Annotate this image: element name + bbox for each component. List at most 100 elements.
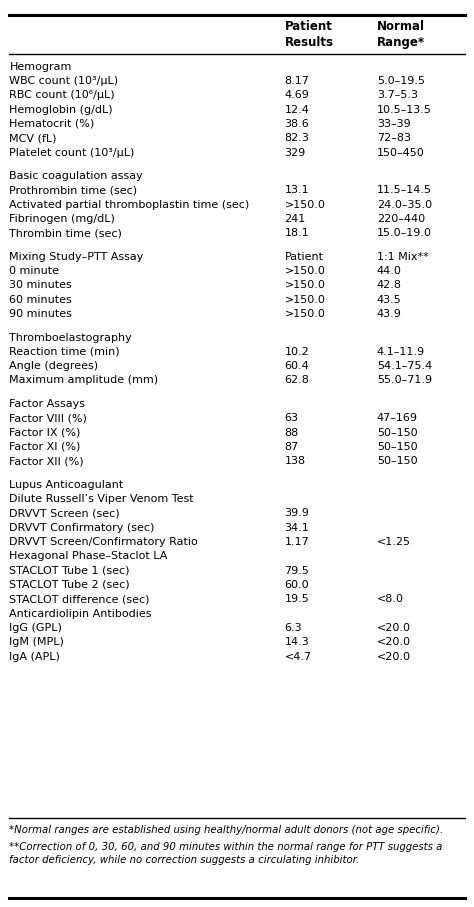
Text: RBC count (10⁶/μL): RBC count (10⁶/μL) bbox=[9, 91, 115, 101]
Text: 60.4: 60.4 bbox=[284, 361, 309, 371]
Text: 62.8: 62.8 bbox=[284, 375, 309, 385]
Text: Patient: Patient bbox=[284, 252, 323, 262]
Text: 79.5: 79.5 bbox=[284, 566, 309, 576]
Text: Dilute Russell’s Viper Venom Test: Dilute Russell’s Viper Venom Test bbox=[9, 494, 194, 504]
Text: *Normal ranges are established using healthy/normal adult donors (not age specif: *Normal ranges are established using hea… bbox=[9, 825, 444, 835]
Text: 13.1: 13.1 bbox=[284, 185, 309, 195]
Text: Lupus Anticoagulant: Lupus Anticoagulant bbox=[9, 480, 124, 490]
Text: 138: 138 bbox=[284, 456, 306, 466]
Text: 5.0–19.5: 5.0–19.5 bbox=[377, 76, 425, 86]
Text: Basic coagulation assay: Basic coagulation assay bbox=[9, 171, 143, 181]
Text: 44.0: 44.0 bbox=[377, 266, 401, 276]
Text: 90 minutes: 90 minutes bbox=[9, 309, 73, 319]
Text: Patient
Results: Patient Results bbox=[284, 20, 333, 49]
Text: <20.0: <20.0 bbox=[377, 638, 411, 648]
Text: 1:1 Mix**: 1:1 Mix** bbox=[377, 252, 428, 262]
Text: 60 minutes: 60 minutes bbox=[9, 295, 72, 305]
Text: 19.5: 19.5 bbox=[284, 594, 309, 604]
Text: DRVVT Screen (sec): DRVVT Screen (sec) bbox=[9, 508, 120, 518]
Text: WBC count (10³/μL): WBC count (10³/μL) bbox=[9, 76, 119, 86]
Text: DRVVT Screen/Confirmatory Ratio: DRVVT Screen/Confirmatory Ratio bbox=[9, 537, 198, 547]
Text: **Correction of 0, 30, 60, and 90 minutes within the normal range for PTT sugges: **Correction of 0, 30, 60, and 90 minute… bbox=[9, 842, 443, 852]
Text: MCV (fL): MCV (fL) bbox=[9, 133, 57, 143]
Text: Anticardiolipin Antibodies: Anticardiolipin Antibodies bbox=[9, 609, 152, 619]
Text: 10.2: 10.2 bbox=[284, 346, 309, 356]
Text: <8.0: <8.0 bbox=[377, 594, 404, 604]
Text: 33–39: 33–39 bbox=[377, 119, 410, 129]
Text: <1.25: <1.25 bbox=[377, 537, 411, 547]
Text: 47–169: 47–169 bbox=[377, 414, 418, 424]
Text: 88: 88 bbox=[284, 427, 299, 437]
Text: Factor Assays: Factor Assays bbox=[9, 399, 85, 409]
Text: 14.3: 14.3 bbox=[284, 638, 309, 648]
Text: 24.0–35.0: 24.0–35.0 bbox=[377, 200, 432, 210]
Text: Hexagonal Phase–Staclot LA: Hexagonal Phase–Staclot LA bbox=[9, 551, 168, 561]
Text: IgG (GPL): IgG (GPL) bbox=[9, 623, 63, 633]
Text: Reaction time (min): Reaction time (min) bbox=[9, 346, 120, 356]
Text: STACLOT Tube 2 (sec): STACLOT Tube 2 (sec) bbox=[9, 580, 130, 590]
Text: 72–83: 72–83 bbox=[377, 133, 411, 143]
Text: 11.5–14.5: 11.5–14.5 bbox=[377, 185, 432, 195]
Text: Prothrombin time (sec): Prothrombin time (sec) bbox=[9, 185, 137, 195]
Text: STACLOT difference (sec): STACLOT difference (sec) bbox=[9, 594, 150, 604]
Text: 54.1–75.4: 54.1–75.4 bbox=[377, 361, 432, 371]
Text: >150.0: >150.0 bbox=[284, 200, 325, 210]
Text: 12.4: 12.4 bbox=[284, 104, 309, 114]
Text: Thromboelastography: Thromboelastography bbox=[9, 333, 132, 343]
Text: Factor XI (%): Factor XI (%) bbox=[9, 442, 81, 452]
Text: 55.0–71.9: 55.0–71.9 bbox=[377, 375, 432, 385]
Text: 18.1: 18.1 bbox=[284, 229, 309, 239]
Text: >150.0: >150.0 bbox=[284, 280, 325, 290]
Text: Maximum amplitude (mm): Maximum amplitude (mm) bbox=[9, 375, 159, 385]
Text: Thrombin time (sec): Thrombin time (sec) bbox=[9, 229, 122, 239]
Text: 4.69: 4.69 bbox=[284, 91, 309, 101]
Text: 38.6: 38.6 bbox=[284, 119, 309, 129]
Text: 60.0: 60.0 bbox=[284, 580, 309, 590]
Text: >150.0: >150.0 bbox=[284, 309, 325, 319]
Text: 241: 241 bbox=[284, 214, 306, 224]
Text: 0 minute: 0 minute bbox=[9, 266, 59, 276]
Text: Factor IX (%): Factor IX (%) bbox=[9, 427, 81, 437]
Text: Fibrinogen (mg/dL): Fibrinogen (mg/dL) bbox=[9, 214, 115, 224]
Text: 15.0–19.0: 15.0–19.0 bbox=[377, 229, 432, 239]
Text: 43.9: 43.9 bbox=[377, 309, 401, 319]
Text: 1.17: 1.17 bbox=[284, 537, 309, 547]
Text: 42.8: 42.8 bbox=[377, 280, 402, 290]
Text: 4.1–11.9: 4.1–11.9 bbox=[377, 346, 425, 356]
Text: >150.0: >150.0 bbox=[284, 295, 325, 305]
Text: 10.5–13.5: 10.5–13.5 bbox=[377, 104, 432, 114]
Text: 30 minutes: 30 minutes bbox=[9, 280, 72, 290]
Text: 50–150: 50–150 bbox=[377, 427, 418, 437]
Text: 63: 63 bbox=[284, 414, 299, 424]
Text: Factor XII (%): Factor XII (%) bbox=[9, 456, 84, 466]
Text: 50–150: 50–150 bbox=[377, 456, 418, 466]
Text: 50–150: 50–150 bbox=[377, 442, 418, 452]
Text: 329: 329 bbox=[284, 148, 306, 158]
Text: Hematocrit (%): Hematocrit (%) bbox=[9, 119, 95, 129]
Text: Mixing Study–PTT Assay: Mixing Study–PTT Assay bbox=[9, 252, 144, 262]
Text: <20.0: <20.0 bbox=[377, 623, 411, 633]
Text: >150.0: >150.0 bbox=[284, 266, 325, 276]
Text: Activated partial thromboplastin time (sec): Activated partial thromboplastin time (s… bbox=[9, 200, 250, 210]
Text: Platelet count (10³/μL): Platelet count (10³/μL) bbox=[9, 148, 135, 158]
Text: 39.9: 39.9 bbox=[284, 508, 309, 518]
Text: 6.3: 6.3 bbox=[284, 623, 302, 633]
Text: 43.5: 43.5 bbox=[377, 295, 401, 305]
Text: IgA (APL): IgA (APL) bbox=[9, 651, 60, 661]
Text: 220–440: 220–440 bbox=[377, 214, 425, 224]
Text: Angle (degrees): Angle (degrees) bbox=[9, 361, 99, 371]
Text: Hemoglobin (g/dL): Hemoglobin (g/dL) bbox=[9, 104, 113, 114]
Text: 87: 87 bbox=[284, 442, 299, 452]
Text: 34.1: 34.1 bbox=[284, 522, 309, 532]
Text: 82.3: 82.3 bbox=[284, 133, 309, 143]
Text: <20.0: <20.0 bbox=[377, 651, 411, 661]
Text: DRVVT Confirmatory (sec): DRVVT Confirmatory (sec) bbox=[9, 522, 155, 532]
Text: STACLOT Tube 1 (sec): STACLOT Tube 1 (sec) bbox=[9, 566, 130, 576]
Text: <4.7: <4.7 bbox=[284, 651, 311, 661]
Text: IgM (MPL): IgM (MPL) bbox=[9, 638, 64, 648]
Text: factor deficiency, while no correction suggests a circulating inhibitor.: factor deficiency, while no correction s… bbox=[9, 855, 360, 865]
Text: 150–450: 150–450 bbox=[377, 148, 425, 158]
Text: 8.17: 8.17 bbox=[284, 76, 309, 86]
Text: Hemogram: Hemogram bbox=[9, 62, 72, 72]
Text: Factor VIII (%): Factor VIII (%) bbox=[9, 414, 87, 424]
